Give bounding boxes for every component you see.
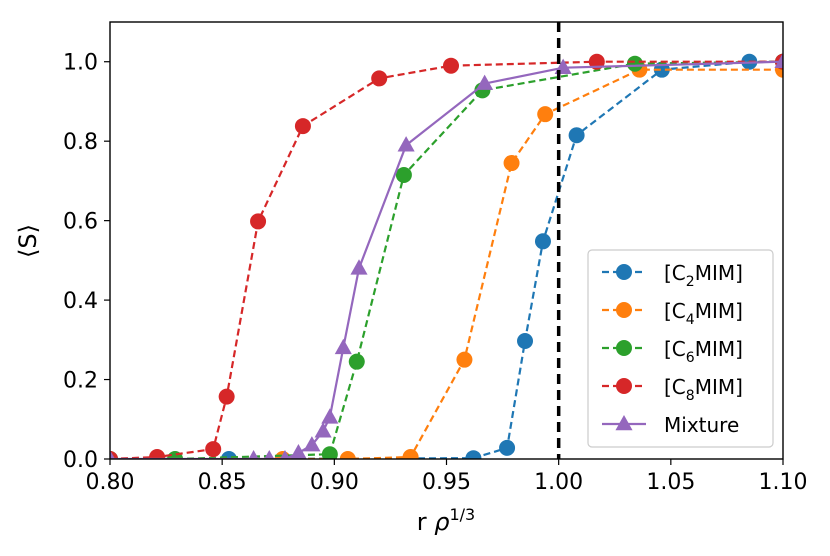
legend-label: [C4MIM] bbox=[664, 299, 743, 328]
y-tick-label: 0.0 bbox=[63, 448, 98, 473]
data-point bbox=[321, 408, 339, 424]
data-point bbox=[321, 446, 338, 459]
x-tick-label: 0.95 bbox=[422, 470, 471, 495]
legend-marker bbox=[615, 415, 633, 431]
legend-marker bbox=[616, 302, 632, 318]
data-point bbox=[534, 233, 551, 250]
y-tick-label: 0.6 bbox=[63, 210, 98, 235]
y-tick-label: 0.4 bbox=[63, 289, 98, 314]
y-tick-label: 1.0 bbox=[63, 51, 98, 76]
y-axis-ticks: 0.0 0.2 0.4 0.6 0.8 1.0 bbox=[63, 51, 110, 473]
x-tick-label: 1.00 bbox=[534, 470, 583, 495]
data-point bbox=[397, 136, 415, 152]
data-point bbox=[290, 444, 307, 459]
legend-label: [C6MIM] bbox=[664, 337, 743, 366]
data-point bbox=[774, 52, 783, 69]
data-point bbox=[250, 213, 267, 230]
data-point bbox=[465, 450, 482, 459]
y-tick-label: 0.8 bbox=[63, 130, 98, 155]
legend: [C2MIM] [C4MIM] [C6MIM] [C8MIM] Mixture bbox=[587, 249, 774, 448]
data-point bbox=[303, 436, 321, 452]
legend-entry: [C2MIM] bbox=[602, 261, 743, 290]
data-point bbox=[499, 439, 516, 456]
series-c2mim bbox=[110, 53, 783, 459]
data-point bbox=[264, 450, 275, 459]
legend-frame bbox=[587, 249, 774, 448]
data-point bbox=[348, 353, 365, 370]
legend-marker bbox=[616, 340, 632, 356]
data-point bbox=[294, 118, 311, 135]
data-point bbox=[248, 450, 259, 459]
legend-marker bbox=[616, 378, 632, 394]
series-layer bbox=[110, 52, 783, 459]
x-axis-ticks: 0.80 0.85 0.90 0.95 1.00 1.05 1.10 bbox=[86, 459, 808, 495]
legend-entry: [C6MIM] bbox=[602, 337, 743, 366]
data-point bbox=[279, 450, 291, 459]
data-point bbox=[110, 450, 116, 459]
series-line bbox=[110, 60, 783, 459]
x-axis-label: r ρ1/3 bbox=[417, 505, 475, 536]
data-point bbox=[402, 449, 419, 459]
legend-label: Mixture bbox=[664, 413, 739, 437]
legend-entry: Mixture bbox=[602, 413, 739, 437]
data-point bbox=[626, 55, 643, 72]
series-mixture bbox=[110, 52, 783, 459]
data-point bbox=[334, 338, 352, 355]
y-axis-label: ⟨S⟩ bbox=[14, 224, 42, 258]
data-point bbox=[314, 422, 332, 438]
y-tick-label: 0.2 bbox=[63, 369, 98, 394]
data-point bbox=[339, 451, 356, 459]
data-point bbox=[537, 106, 554, 123]
data-point bbox=[218, 388, 235, 405]
data-point bbox=[517, 333, 534, 350]
x-tick-label: 0.85 bbox=[198, 470, 247, 495]
legend-entry: [C4MIM] bbox=[602, 299, 743, 328]
legend-label: [C2MIM] bbox=[664, 261, 743, 290]
data-point bbox=[568, 127, 585, 144]
data-point bbox=[371, 70, 388, 87]
x-tick-label: 1.05 bbox=[646, 470, 695, 495]
data-point bbox=[205, 441, 222, 458]
data-point bbox=[476, 74, 494, 90]
data-point bbox=[395, 166, 412, 183]
data-point bbox=[456, 351, 473, 368]
series-line bbox=[110, 60, 783, 459]
data-point bbox=[350, 259, 368, 275]
series-line bbox=[110, 60, 783, 459]
legend-marker bbox=[616, 264, 632, 280]
x-tick-label: 0.90 bbox=[310, 470, 359, 495]
data-point bbox=[149, 449, 166, 459]
x-tick-label: 1.10 bbox=[759, 470, 808, 495]
x-tick-label: 0.80 bbox=[86, 470, 135, 495]
legend-label: [C8MIM] bbox=[664, 375, 743, 404]
legend-entry: [C8MIM] bbox=[602, 375, 743, 404]
data-point bbox=[503, 155, 520, 172]
data-point bbox=[442, 57, 459, 74]
